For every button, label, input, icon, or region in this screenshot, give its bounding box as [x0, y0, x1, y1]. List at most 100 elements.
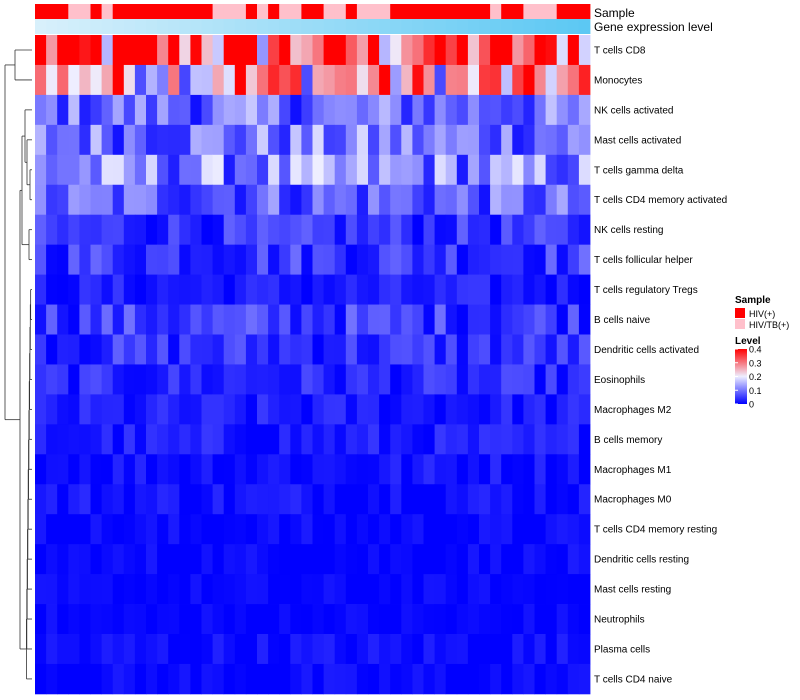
- heatmap-cell: [168, 394, 180, 425]
- heatmap-cell: [445, 244, 458, 275]
- heatmap-cell: [79, 454, 91, 485]
- heatmap-cell: [467, 634, 480, 665]
- heatmap-cell: [523, 64, 535, 96]
- heatmap-cell: [223, 244, 236, 275]
- heatmap-cell: [501, 544, 513, 575]
- heatmap-cell: [312, 394, 324, 425]
- heatmap-cell: [345, 574, 358, 605]
- heatmap-cell: [456, 394, 469, 425]
- sample-cell: [501, 4, 513, 19]
- expression-cell: [423, 19, 435, 34]
- heatmap-cell: [368, 64, 380, 96]
- heatmap-cell: [467, 214, 480, 246]
- heatmap-cell: [146, 214, 158, 246]
- expression-cell: [345, 19, 358, 34]
- heatmap-cell: [112, 214, 125, 246]
- heatmap-cell: [290, 574, 302, 605]
- heatmap-cell: [334, 214, 347, 246]
- heatmap-cell: [157, 244, 169, 275]
- heatmap-cell: [257, 35, 269, 66]
- heatmap-cell: [578, 334, 591, 365]
- heatmap-cell: [301, 514, 313, 545]
- heatmap-cell: [390, 544, 402, 575]
- heatmap-cell: [345, 94, 358, 126]
- heatmap-cell: [223, 394, 236, 425]
- expression-cell: [578, 19, 591, 34]
- sample-cell: [201, 4, 213, 19]
- sample-cell: [456, 4, 469, 19]
- heatmap-cell: [501, 124, 513, 156]
- heatmap-cell: [257, 544, 269, 575]
- heatmap-cell: [490, 514, 502, 545]
- heatmap-cell: [323, 424, 336, 455]
- heatmap-cell: [401, 514, 413, 545]
- heatmap-cell: [390, 94, 402, 126]
- heatmap-cell: [223, 334, 236, 365]
- heatmap-cell: [201, 334, 213, 365]
- heatmap-cell: [179, 154, 191, 186]
- heatmap-cell: [268, 663, 280, 695]
- heatmap-cell: [445, 304, 458, 335]
- heatmap-cell: [456, 35, 469, 66]
- heatmap-cell: [201, 454, 213, 485]
- heatmap-cell: [245, 604, 258, 635]
- heatmap-cell: [46, 454, 58, 485]
- expression-cell: [512, 19, 524, 34]
- heatmap-cell: [556, 274, 569, 305]
- heatmap-cell: [545, 304, 558, 335]
- heatmap-cell: [79, 274, 91, 305]
- heatmap-cell: [401, 304, 413, 335]
- heatmap-cell: [545, 634, 558, 665]
- heatmap-cell: [57, 634, 69, 665]
- heatmap-cell: [423, 154, 435, 186]
- heatmap-cell: [190, 274, 202, 305]
- expression-cell: [223, 19, 236, 34]
- heatmap-cell: [301, 604, 313, 635]
- sample-cell: [479, 4, 491, 19]
- heatmap-cell: [101, 484, 114, 515]
- heatmap-cell: [223, 274, 236, 305]
- heatmap-cell: [35, 35, 47, 66]
- heatmap-cell: [434, 334, 447, 365]
- heatmap-cell: [301, 364, 313, 395]
- heatmap-cell: [534, 35, 546, 66]
- heatmap-cell: [423, 244, 435, 275]
- heatmap-cell: [479, 604, 491, 635]
- heatmap-cell: [157, 424, 169, 455]
- heatmap-cell: [257, 364, 269, 395]
- heatmap-cell: [234, 304, 247, 335]
- heatmap-cell: [512, 304, 524, 335]
- heatmap-cell: [412, 334, 424, 365]
- heatmap-cell: [268, 64, 280, 96]
- heatmap-cell: [456, 274, 469, 305]
- heatmap-cell: [390, 35, 402, 66]
- heatmap-cell: [101, 454, 114, 485]
- heatmap-cell: [301, 244, 313, 275]
- heatmap-cell: [467, 274, 480, 305]
- heatmap-cell: [556, 454, 569, 485]
- heatmap-cell: [201, 214, 213, 246]
- heatmap-cell: [157, 184, 169, 216]
- heatmap-cell: [101, 514, 114, 545]
- heatmap-cell: [412, 304, 424, 335]
- heatmap-cell: [212, 64, 225, 96]
- heatmap-cell: [334, 184, 347, 216]
- heatmap-cell: [90, 274, 102, 305]
- heatmap-cell: [301, 574, 313, 605]
- heatmap-cell: [146, 514, 158, 545]
- heatmap-cell: [390, 274, 402, 305]
- heatmap-cell: [234, 154, 247, 186]
- heatmap-cell: [390, 334, 402, 365]
- heatmap-cell: [212, 514, 225, 545]
- heatmap-cell: [123, 544, 136, 575]
- sample-cell: [345, 4, 358, 19]
- heatmap-cell: [223, 663, 236, 695]
- heatmap-cell: [567, 634, 580, 665]
- heatmap-cell: [479, 94, 491, 126]
- heatmap-cell: [578, 274, 591, 305]
- heatmap-cell: [479, 64, 491, 96]
- heatmap-cell: [345, 484, 358, 515]
- heatmap-cell: [534, 94, 546, 126]
- heatmap-cell: [334, 154, 347, 186]
- heatmap-cell: [146, 184, 158, 216]
